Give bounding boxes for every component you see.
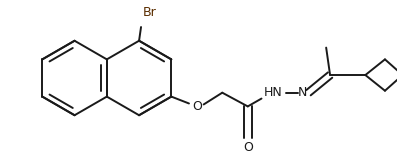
Text: HN: HN (264, 86, 283, 99)
Text: O: O (192, 100, 202, 113)
Text: Br: Br (143, 6, 157, 19)
Text: N: N (298, 86, 307, 99)
Text: O: O (243, 141, 253, 154)
